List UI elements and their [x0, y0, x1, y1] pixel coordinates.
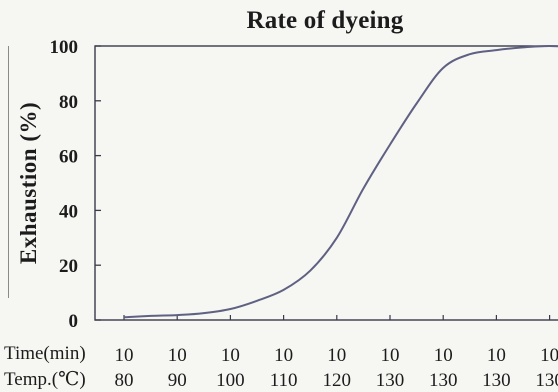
time-tick-label: 10: [540, 345, 558, 366]
scan-edge-bracket: [0, 46, 9, 298]
y-tick-label: 100: [50, 37, 79, 58]
time-tick-label: 10: [381, 345, 400, 366]
time-tick-label: 10: [168, 345, 187, 366]
temp-tick-label: 130: [535, 370, 558, 391]
temp-tick-label: 120: [323, 370, 352, 391]
y-tick-label: 80: [59, 92, 78, 113]
y-tick-label: 0: [69, 311, 79, 332]
time-tick-label: 10: [274, 345, 293, 366]
temp-tick-label: 130: [429, 370, 458, 391]
y-tick-label: 40: [59, 201, 78, 222]
temp-tick-label: 130: [376, 370, 405, 391]
time-tick-label: 10: [487, 345, 506, 366]
time-tick-label: 10: [115, 345, 134, 366]
chart-title: Rate of dyeing: [246, 7, 404, 34]
time-tick-label: 10: [327, 345, 346, 366]
temp-row-label: Temp.(℃): [4, 369, 86, 390]
time-row-label: Time(min): [4, 343, 86, 364]
exhaustion-line: [123, 44, 558, 319]
temp-tick-label: 100: [216, 370, 245, 391]
time-tick-label: 10: [221, 345, 240, 366]
temp-tick-label: 130: [482, 370, 511, 391]
time-tick-label: 10: [434, 345, 453, 366]
temp-tick-label: 80: [115, 370, 134, 391]
temp-tick-label: 110: [270, 370, 298, 391]
y-tick-label: 60: [59, 147, 78, 168]
temp-tick-label: 90: [168, 370, 187, 391]
y-tick-label: 20: [59, 256, 78, 277]
plot-frame: [94, 45, 558, 321]
